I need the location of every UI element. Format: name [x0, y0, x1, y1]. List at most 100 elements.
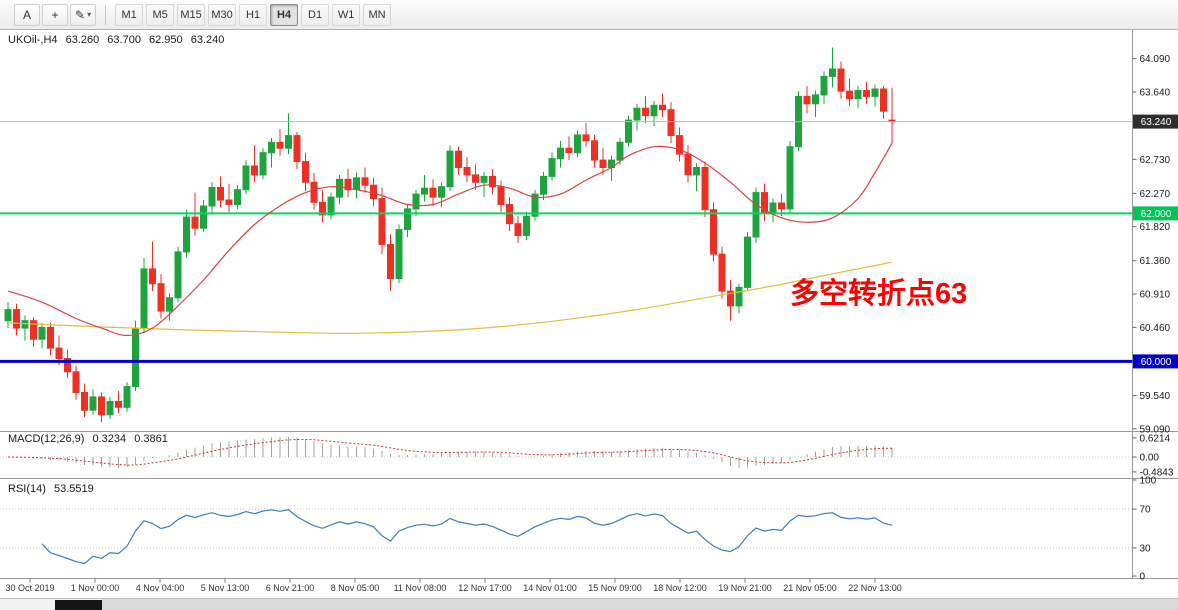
candle: [642, 96, 649, 124]
candle: [863, 81, 870, 104]
time-label: 8 Nov 05:00: [331, 583, 380, 593]
candle: [276, 129, 284, 156]
macd-signal-line: [7, 438, 893, 466]
candle: [693, 163, 700, 192]
macd-histogram: [16, 436, 893, 468]
taskbar-tab[interactable]: [55, 600, 102, 610]
price-badge-label: 62.000: [1141, 209, 1172, 220]
candle: [446, 145, 454, 192]
ma-slow-line: [7, 261, 893, 334]
candle: [429, 179, 437, 206]
candle: [591, 134, 598, 168]
candle: [395, 224, 403, 283]
time-label: 1 Nov 00:00: [71, 583, 120, 593]
price-tick: 59.540: [1140, 391, 1171, 402]
price-badge-label: 60.000: [1141, 357, 1172, 368]
candle: [540, 171, 547, 200]
timeframe-button-d1[interactable]: D1: [301, 3, 330, 26]
timeframe-group: M1 M5 M15 M30 H1 H4 D1 W1 MN: [115, 3, 392, 26]
candle: [472, 164, 479, 190]
timeframe-button-h1[interactable]: H1: [239, 3, 268, 26]
candle: [344, 168, 352, 198]
candle: [132, 320, 139, 391]
candle: [115, 391, 122, 414]
macd-axis-tick: 0.00: [1140, 453, 1160, 464]
candle: [336, 174, 343, 205]
candle: [302, 152, 309, 192]
price-badge: [1133, 114, 1178, 129]
candle: [404, 204, 411, 238]
candle: [523, 211, 530, 240]
timeframe-button-m30[interactable]: M30: [208, 3, 237, 26]
price-tick: 64.090: [1140, 54, 1171, 65]
candle: [531, 189, 539, 221]
macd-axis-tick: -0.4843: [1140, 467, 1174, 478]
candle: [30, 317, 37, 347]
candle: [735, 283, 743, 314]
candle: [829, 47, 836, 88]
candle: [412, 189, 420, 217]
time-label: 15 Nov 09:00: [588, 583, 642, 593]
macd-axis-tick: 0.6214: [1140, 433, 1171, 444]
rsi-axis-tick: 30: [1140, 543, 1152, 554]
bottom-strip-fill: [102, 599, 1178, 610]
candle: [582, 123, 590, 147]
rsi-line: [41, 509, 893, 565]
candle: [812, 90, 819, 118]
candle: [353, 172, 360, 199]
candle: [888, 87, 896, 143]
candle: [489, 168, 496, 195]
candle: [89, 389, 97, 415]
candle: [557, 140, 564, 168]
price-badge: [1133, 354, 1178, 369]
candle: [650, 100, 658, 126]
time-label: 19 Nov 21:00: [718, 583, 772, 593]
time-label: 30 Oct 2019: [5, 583, 54, 593]
candle: [183, 209, 190, 258]
candle: [293, 131, 301, 169]
timeframe-button-mn[interactable]: MN: [363, 3, 392, 26]
candle: [744, 231, 751, 292]
rsi-axis-tick: 100: [1140, 476, 1157, 487]
candle: [846, 78, 853, 106]
toolbar-separator: [105, 4, 107, 25]
candle: [676, 127, 683, 162]
price-badge: [1133, 206, 1178, 221]
time-label: 22 Nov 13:00: [848, 583, 902, 593]
candle: [727, 280, 734, 321]
candle: [106, 396, 114, 420]
draw-tool-button[interactable]: ✎ ▾: [70, 3, 97, 26]
candle: [234, 185, 241, 209]
timeframe-button-m1[interactable]: M1: [115, 3, 144, 26]
time-label: 14 Nov 01:00: [523, 583, 577, 593]
candle: [242, 160, 250, 195]
candle: [217, 176, 224, 208]
time-label: 21 Nov 05:00: [783, 583, 837, 593]
cursor-tool-button[interactable]: A: [14, 3, 40, 26]
candle: [837, 61, 845, 99]
candle: [574, 130, 581, 158]
candle: [769, 198, 777, 223]
crosshair-tool-button[interactable]: +: [42, 3, 68, 26]
candle: [140, 257, 148, 334]
price-tick: 61.360: [1140, 256, 1171, 267]
timeframe-button-h4[interactable]: H4: [270, 3, 299, 26]
candle: [370, 177, 377, 206]
time-label: 12 Nov 17:00: [458, 583, 512, 593]
candle: [625, 115, 632, 147]
time-label: 4 Nov 04:00: [136, 583, 185, 593]
timeframe-button-m15[interactable]: M15: [177, 3, 206, 26]
candle: [633, 103, 641, 131]
candle: [387, 234, 394, 292]
price-tick: 59.090: [1140, 424, 1171, 435]
candle: [786, 140, 794, 214]
price-chart[interactable]: 64.090 63.640 62.730 62.270 61.820 61.360 60.9…: [0, 30, 1178, 598]
timeframe-button-m5[interactable]: M5: [146, 3, 175, 26]
chart-annotation-text[interactable]: 多空转折点63: [790, 278, 968, 310]
candle: [4, 302, 12, 329]
ma-fast-line: [7, 142, 893, 337]
candle: [319, 189, 326, 223]
timeframe-button-w1[interactable]: W1: [332, 3, 361, 26]
candle: [251, 145, 258, 183]
